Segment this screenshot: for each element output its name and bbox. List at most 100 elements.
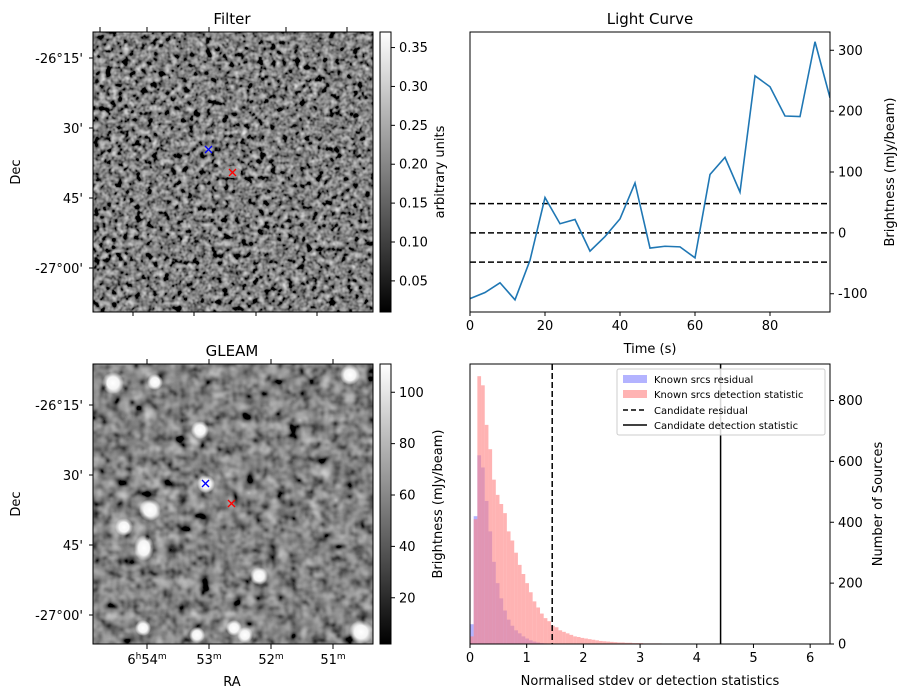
light-curve-ytick-label: 300: [838, 44, 863, 59]
gleam-panel: GLEAM: [9, 342, 446, 690]
histogram-bar-known-detection: [525, 583, 529, 644]
histogram-legend: Known srcs residual Known srcs detection…: [616, 368, 826, 436]
histogram-bar-known-detection: [576, 637, 581, 644]
filter-colorbar-tick-label: 0.25: [399, 119, 428, 134]
filter-ytick-label: -26°15': [35, 52, 83, 67]
gleam-source: [250, 567, 268, 585]
gleam-ytick-label: -26°15': [35, 399, 83, 414]
filter-image-frame: [92, 31, 374, 313]
gleam-colorbar-tick-label: 40: [399, 540, 416, 555]
gleam-xtick-label: 53m: [196, 652, 221, 668]
histogram-bar-known-detection: [617, 642, 622, 644]
legend-swatch-known-detection: [623, 390, 647, 398]
gleam-source: [139, 499, 161, 521]
gleam-xtick-label: 6h54m: [127, 652, 166, 668]
histogram-ytick-label: 0: [838, 638, 846, 653]
gleam-colorbar-tick-label: 80: [399, 437, 416, 452]
histogram-bar-known-detection: [473, 519, 478, 644]
gleam-faint-source: [293, 413, 307, 427]
gleam-source: [115, 518, 133, 536]
histogram-bar-known-detection: [624, 642, 629, 644]
histogram-bar-known-detection: [602, 641, 607, 644]
histogram-bar-known-detection: [484, 424, 489, 644]
histogram-xtick-label: 4: [693, 651, 701, 666]
histogram-bar-known-detection: [499, 504, 504, 644]
light-curve-xtick-label: 80: [762, 319, 779, 334]
legend-swatch-known-residual: [623, 375, 647, 383]
light-curve-frame: [469, 31, 831, 313]
histogram-bar-known-detection: [481, 385, 485, 644]
gleam-xtick-label: 52m: [258, 652, 283, 668]
histogram-bar-known-detection: [488, 449, 493, 644]
gleam-colorbar-tick-label: 100: [399, 386, 424, 401]
histogram-bar-known-detection: [580, 637, 585, 644]
histogram-bar-known-detection: [517, 564, 522, 644]
histogram-chart: 0 1 2 3 4 5 6 0 200 400 600 800 Normalised stdev or…: [466, 363, 886, 689]
filter-ytick-label: 45': [63, 192, 83, 207]
histogram-bar-known-detection: [536, 607, 541, 644]
histogram-bar-known-detection: [470, 636, 474, 644]
histogram-ytick-label: 800: [838, 394, 863, 409]
filter-colorbar-tick-label: 0.20: [399, 158, 428, 173]
histogram-bar-known-detection: [595, 640, 599, 644]
filter-colorbar: 0.35 0.30 0.25 0.20 0.15 0.10 0.05 arbitrary u…: [379, 31, 448, 313]
gleam-source: [349, 620, 373, 644]
histogram-bar-known-detection: [565, 633, 570, 644]
histogram-bar-known-detection: [554, 627, 559, 644]
histogram-bar-known-detection: [543, 618, 548, 644]
filter-colorbar-tick-label: 0.35: [399, 41, 428, 56]
gleam-source: [189, 627, 205, 643]
filter-ytick-label: -27°00': [35, 262, 83, 277]
histogram-bar-known-detection: [628, 642, 633, 644]
gleam-title: GLEAM: [206, 342, 259, 360]
light-curve-ytick-label: 100: [838, 166, 863, 181]
histogram-bar-known-residual: [470, 624, 474, 644]
histogram-bar-known-detection: [503, 513, 507, 644]
gleam-xlabel: RA: [223, 675, 241, 690]
histogram-xtick-label: 1: [523, 651, 531, 666]
light-curve-xtick-label: 60: [687, 319, 704, 334]
histogram-bar-known-detection: [598, 640, 603, 644]
histogram-xtick-label: 2: [579, 651, 587, 666]
legend-label: Candidate detection statistic: [654, 421, 798, 432]
histogram-ytick-label: 400: [838, 516, 863, 531]
gleam-sources: [102, 365, 373, 644]
gleam-source: [237, 627, 253, 643]
histogram-bar-known-detection: [587, 639, 592, 644]
filter-red-marker: [228, 168, 237, 177]
histogram-bar-known-detection: [492, 479, 496, 644]
gleam-red-marker: [227, 499, 236, 508]
filter-ylabel: Dec: [9, 159, 24, 184]
gleam-image-noise: [93, 364, 373, 644]
histogram-bar-known-detection: [540, 613, 544, 644]
light-curve-xtick-label: 20: [537, 319, 554, 334]
histogram-bar-known-detection: [610, 641, 614, 644]
histogram-bar-known-detection: [506, 531, 511, 644]
histogram-bar-known-detection: [477, 376, 482, 644]
gleam-ylabel: Dec: [9, 491, 24, 516]
filter-colorbar-tick-label: 0.15: [399, 197, 428, 212]
gleam-blue-marker: [201, 479, 210, 488]
histogram-ylabel: Number of Sources: [871, 442, 886, 567]
histogram-bar-known-detection: [613, 642, 618, 644]
histogram-bar-known-detection: [558, 630, 563, 644]
legend-label: Known srcs residual: [654, 375, 753, 386]
gleam-ytick-label: 45': [63, 539, 83, 554]
histogram-bar-known-detection: [547, 621, 552, 644]
histogram-ytick-label: 600: [838, 455, 863, 470]
histogram-bar-known-detection: [591, 639, 596, 644]
histogram-xtick-label: 6: [806, 651, 814, 666]
histogram-bar-known-detection: [573, 636, 577, 644]
histogram-bar-known-detection: [584, 638, 588, 644]
light-curve-xtick-label: 40: [612, 319, 629, 334]
filter-panel: Filter -26°15' 30' 45' -27°00' Dec: [9, 10, 448, 316]
histogram-xtick-label: 0: [466, 651, 474, 666]
light-curve-xlabel: Time (s): [623, 342, 677, 357]
light-curve-xtick-label: 0: [466, 319, 474, 334]
gleam-colorbar-label: Brightness (mJy/beam): [431, 430, 446, 579]
gleam-source: [191, 421, 209, 439]
gleam-xtick-label: 51m: [320, 652, 345, 668]
light-curve-ytick-label: -100: [838, 287, 868, 302]
filter-colorbar-tick-label: 0.30: [399, 80, 428, 95]
